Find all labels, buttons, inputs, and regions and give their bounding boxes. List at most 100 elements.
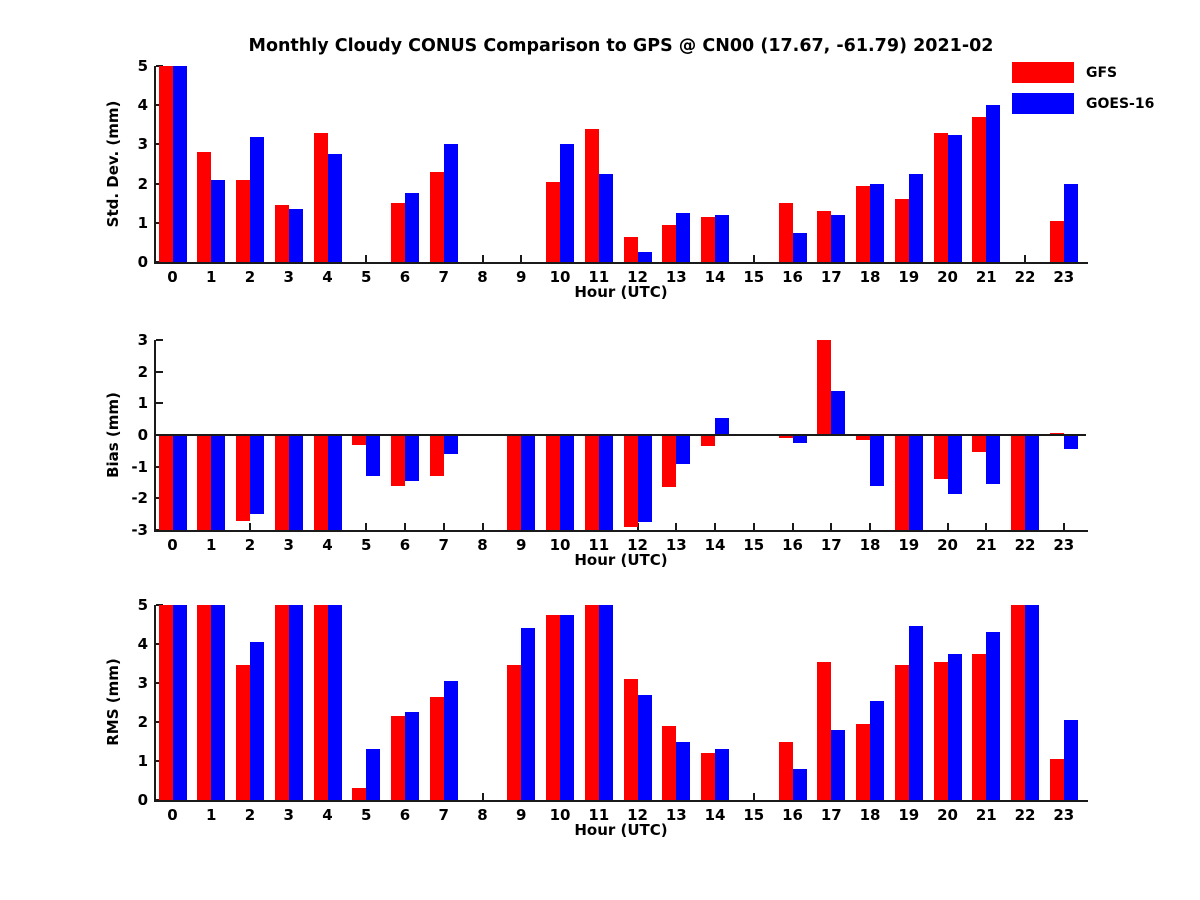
y-axis-spine [154,605,156,802]
x-tick [481,523,484,530]
bar-goes-16-hour-17 [831,729,846,800]
bar-goes-16-hour-21 [986,435,1001,485]
bar-goes-16-hour-7 [443,435,458,454]
ylabel-std-dev: Std. Dev. (mm) [104,100,122,228]
y-tick-label: 4 [137,635,148,653]
bar-gfs-hour-11 [584,435,599,530]
x-tick-label: 3 [283,806,294,824]
x-tick [404,523,406,530]
x-tick [1062,523,1065,530]
bar-goes-16-hour-12 [637,435,652,523]
x-tick-label: 0 [167,806,178,824]
bar-gfs-hour-3 [274,605,289,800]
x-tick [830,523,833,530]
x-tick [1024,255,1026,262]
bar-gfs-hour-18 [856,723,870,800]
x-tick-label: 21 [975,536,997,554]
y-tick [156,339,163,341]
x-tick-label: 20 [937,268,958,286]
x-tick-label: 6 [399,268,411,286]
bar-gfs-hour-21 [972,653,987,800]
x-tick [442,523,445,530]
bar-goes-16-hour-4 [327,605,342,800]
x-tick-label: 7 [438,268,449,286]
bar-gfs-hour-18 [856,435,870,440]
xlabel-rms: Hour (UTC) [574,821,668,839]
legend-item-goes16: GOES-16 [1012,93,1154,114]
bar-goes-16-hour-1 [211,605,226,800]
bar-gfs-hour-3 [274,435,289,530]
x-tick-label: 12 [627,806,648,824]
bar-goes-16-hour-6 [405,712,419,800]
bar-gfs-hour-14 [701,435,715,447]
bar-goes-16-hour-18 [870,435,884,486]
x-tick-label: 4 [322,806,333,824]
x-tick-label: 16 [782,268,803,286]
x-tick-label: 10 [549,268,571,286]
bar-gfs-hour-5 [352,435,367,445]
bar-goes-16-hour-7 [443,144,458,262]
bar-goes-16-hour-5 [366,749,381,800]
y-tick-label: -3 [131,521,148,539]
bar-goes-16-hour-5 [366,435,381,477]
x-tick-label: 2 [244,268,256,286]
x-tick-label: 23 [1053,268,1075,286]
x-tick-label: 0 [167,268,178,286]
bar-goes-16-hour-6 [405,193,419,262]
bar-goes-16-hour-0 [172,66,187,262]
y-tick-label: 0 [137,426,148,444]
x-tick [946,523,949,530]
legend-label-goes16: GOES-16 [1086,95,1155,112]
bias-plot-area: -3 -2 -1 0 1 2 3 0 1 2 3 4 5 6 7 8 9 10 11 12 13 14 15 16 17 18 19… [131,331,1088,554]
ylabel-rms: RMS (mm) [104,658,122,746]
x-tick-label: 2 [244,536,256,554]
x-tick-label: 16 [782,536,803,554]
bar-gfs-hour-6 [391,203,405,262]
y-tick-label: 1 [137,394,148,413]
x-tick-label: 17 [820,806,842,824]
bar-goes-16-hour-2 [250,136,264,262]
x-tick [675,523,678,530]
x-tick [365,523,368,530]
bar-gfs-hour-19 [894,199,909,262]
x-tick [752,255,755,262]
bar-goes-16-hour-16 [792,435,807,443]
bar-gfs-hour-22 [1011,435,1025,530]
x-tick-label: 19 [898,806,920,824]
bar-goes-16-hour-1 [211,435,226,530]
x-tick [791,523,794,530]
x-tick [985,523,988,530]
bar-gfs-hour-19 [894,435,909,530]
x-tick [714,523,716,530]
bar-gfs-hour-13 [662,224,677,262]
x-tick-label: 9 [516,806,527,824]
bar-goes-16-hour-17 [831,214,846,262]
bar-goes-16-hour-12 [637,694,652,800]
x-tick-label: 18 [859,806,881,824]
bar-gfs-hour-16 [778,435,793,439]
legend-swatch-goes16 [1012,93,1074,114]
bar-goes-16-hour-0 [172,435,187,530]
y-tick [156,529,163,531]
bar-goes-16-hour-21 [986,632,1001,800]
bar-gfs-hour-11 [584,128,599,262]
bar-goes-16-hour-9 [521,628,536,800]
bar-goes-16-hour-23 [1063,183,1078,262]
bar-goes-16-hour-14 [715,214,729,262]
x-tick-label: 5 [361,806,372,824]
x-tick-label: 13 [665,268,687,286]
x-tick-label: 7 [438,536,449,554]
bar-gfs-hour-19 [894,665,909,800]
x-tick-label: 3 [283,536,294,554]
bar-gfs-hour-5 [352,788,367,800]
x-tick-label: 13 [665,806,687,824]
bar-gfs-hour-6 [391,716,405,800]
bar-goes-16-hour-3 [288,435,303,530]
bar-gfs-hour-17 [817,661,832,800]
bar-goes-16-hour-7 [443,681,458,800]
x-tick-label: 13 [665,536,687,554]
bar-goes-16-hour-10 [560,144,574,262]
bar-goes-16-hour-14 [715,749,729,800]
bar-gfs-hour-2 [236,665,250,800]
x-tick-label: 4 [322,536,333,554]
